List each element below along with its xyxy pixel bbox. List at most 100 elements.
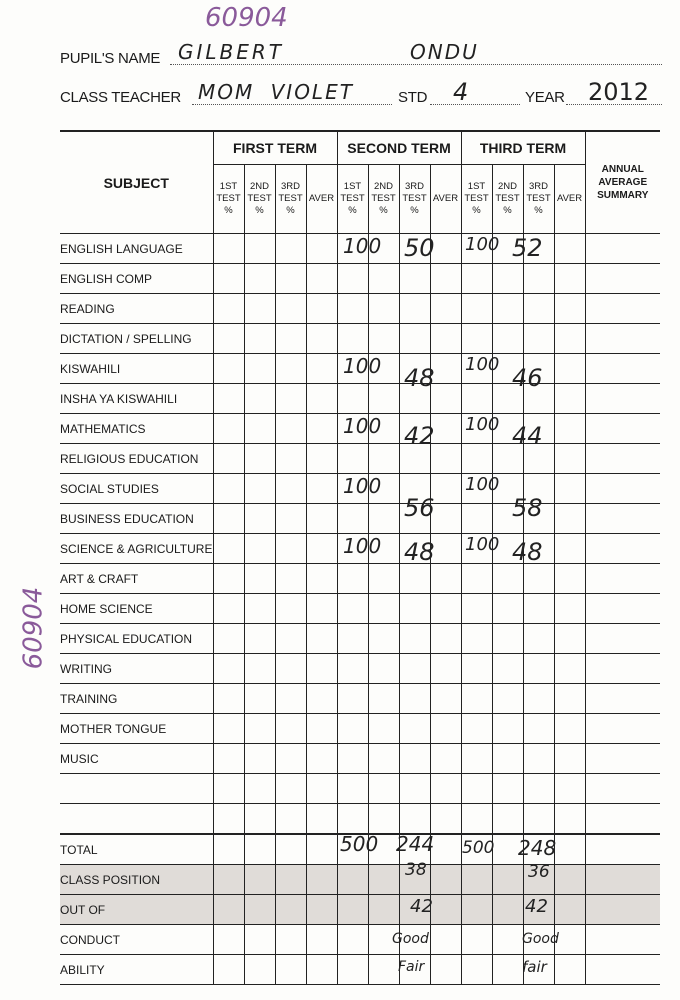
mark-cell: [274, 623, 307, 654]
year-line: [566, 104, 662, 105]
mark-cell: [460, 563, 493, 594]
second-term-header: SECOND TERM: [336, 130, 462, 165]
mark-cell: [274, 353, 307, 384]
mark-cell: [305, 803, 338, 835]
mark-cell: [243, 653, 276, 684]
mark-cell: [243, 233, 276, 264]
row-label: INSHA YA KISWAHILI: [60, 383, 214, 414]
subject-row: ENGLISH COMP: [60, 263, 661, 294]
mark-cell: [460, 623, 493, 654]
mark-cell: [553, 413, 586, 444]
subject-row: HOME SCIENCE: [60, 593, 661, 624]
mark-cell: [336, 323, 369, 354]
mark-cell: [429, 503, 462, 534]
mark-cell: [367, 563, 400, 594]
mark-cell: [398, 563, 431, 594]
mark-cell: [460, 263, 493, 294]
mark-cell: [398, 503, 431, 534]
mark-cell: [491, 864, 524, 895]
mark-cell: [553, 263, 586, 294]
mark-cell: [553, 323, 586, 354]
mark-cell: [212, 954, 245, 985]
mark-cell: [243, 864, 276, 895]
mark-cell: [460, 954, 493, 985]
mark-cell: [336, 894, 369, 925]
mark-cell: [274, 954, 307, 985]
mark-cell: [367, 773, 400, 804]
row-label: HOME SCIENCE: [60, 593, 214, 624]
mark-cell: [274, 864, 307, 895]
mark-cell: [305, 954, 338, 985]
subject-row: RELIGIOUS EDUCATION: [60, 443, 661, 474]
mark-cell: [305, 383, 338, 414]
mark-cell: [522, 743, 555, 774]
mark-cell: [212, 803, 245, 835]
mark-cell: [305, 864, 338, 895]
test-header: 3RD TEST %: [398, 164, 431, 234]
subject-row: ART & CRAFT: [60, 563, 661, 594]
mark-cell: [429, 653, 462, 684]
mark-cell: [243, 443, 276, 474]
mark-cell: [460, 833, 493, 865]
mark-cell: [491, 894, 524, 925]
mark-cell: [553, 713, 586, 744]
mark-cell: [522, 293, 555, 324]
mark-cell: [212, 593, 245, 624]
test-header: 3RD TEST %: [522, 164, 555, 234]
mark-cell: [274, 533, 307, 564]
subject-row: DICTATION / SPELLING: [60, 323, 661, 354]
mark-cell: [274, 383, 307, 414]
third-term-out-of-class: 42: [525, 896, 548, 917]
mark-cell: [336, 593, 369, 624]
second-term-out-of: 100: [343, 354, 382, 378]
mark-cell: [584, 864, 661, 895]
mark-cell: [522, 593, 555, 624]
mark-cell: [243, 293, 276, 324]
mark-cell: [367, 683, 400, 714]
mark-cell: [305, 743, 338, 774]
subject-row: KISWAHILI: [60, 353, 661, 384]
mark-cell: [305, 563, 338, 594]
mark-cell: [491, 924, 524, 955]
mark-cell: [243, 623, 276, 654]
mark-cell: [398, 263, 431, 294]
mark-cell: [584, 924, 661, 955]
mark-cell: [336, 743, 369, 774]
mark-cell: [491, 263, 524, 294]
mark-cell: [212, 864, 245, 895]
mark-cell: [460, 683, 493, 714]
mark-cell: [398, 683, 431, 714]
mark-cell: [584, 353, 661, 384]
test-header: 2ND TEST %: [243, 164, 276, 234]
mark-cell: [274, 683, 307, 714]
mark-cell: [584, 533, 661, 564]
mark-cell: [584, 833, 661, 865]
row-label: TOTAL: [60, 833, 214, 865]
mark-cell: [243, 383, 276, 414]
mark-cell: [212, 503, 245, 534]
row-label: SCIENCE & AGRICULTURE: [60, 533, 214, 564]
mark-cell: [243, 323, 276, 354]
mark-cell: [305, 533, 338, 564]
test-header: AVER: [553, 164, 586, 234]
third-term-position: 36: [528, 862, 550, 882]
mark-cell: [553, 443, 586, 474]
mark-cell: [274, 803, 307, 835]
mark-cell: [460, 653, 493, 684]
mark-cell: [491, 773, 524, 804]
subject-header: SUBJECT: [60, 130, 214, 234]
mark-cell: [243, 713, 276, 744]
mark-cell: [553, 894, 586, 925]
mark-cell: [336, 443, 369, 474]
third-term-score: 48: [512, 538, 543, 566]
third-term-score: 44: [512, 422, 543, 450]
mark-cell: [212, 683, 245, 714]
mark-cell: [336, 954, 369, 985]
mark-cell: [212, 563, 245, 594]
mark-cell: [274, 473, 307, 504]
mark-cell: [305, 653, 338, 684]
row-label: WRITING: [60, 653, 214, 684]
mark-cell: [367, 864, 400, 895]
mark-cell: [429, 864, 462, 895]
mark-cell: [429, 233, 462, 264]
